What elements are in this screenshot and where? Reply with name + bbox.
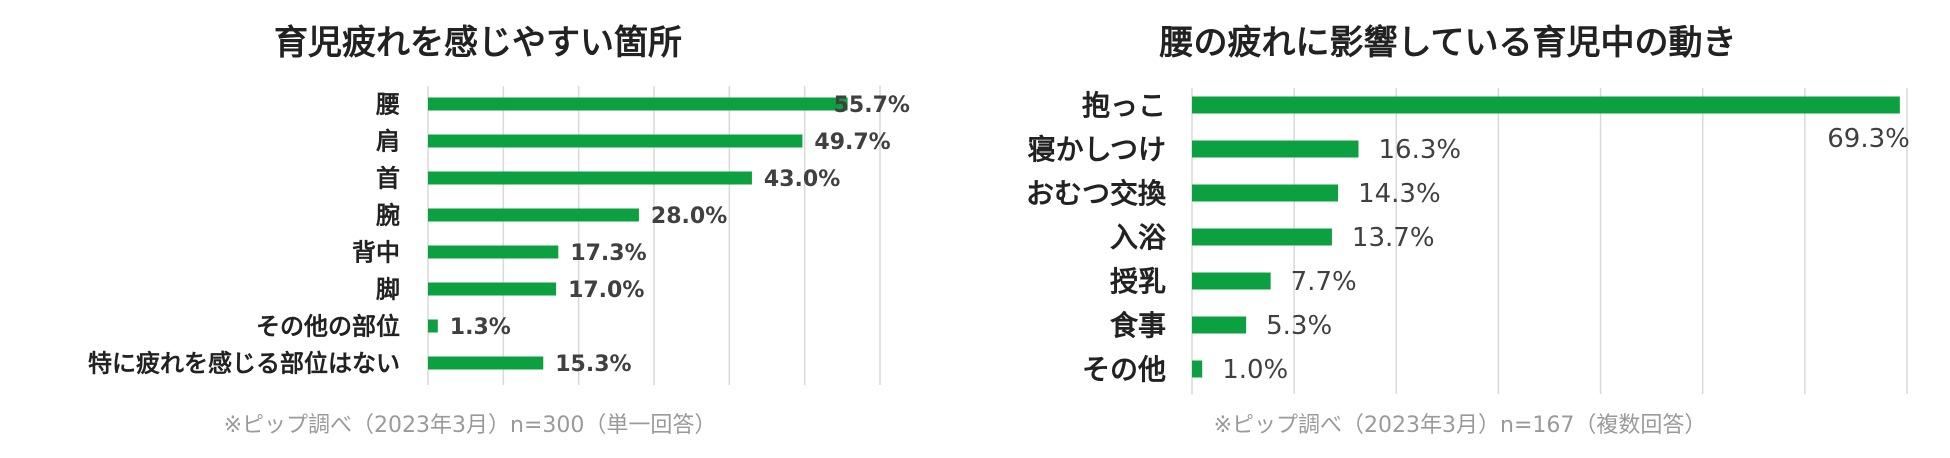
source-note: ※ピップ調べ（2023年3月）n=300（単一回答） — [224, 413, 717, 438]
category-label: 寝かしつけ — [1028, 133, 1166, 166]
category-label: おむつ交換 — [1026, 177, 1167, 210]
category-label: 抱っこ — [1082, 89, 1166, 122]
data-label: 49.7% — [814, 130, 890, 155]
bar — [428, 319, 438, 333]
data-label: 5.3% — [1266, 311, 1332, 341]
category-label: 授乳 — [1110, 265, 1166, 298]
category-label: 肩 — [376, 128, 400, 156]
bar — [428, 356, 544, 370]
bar — [1192, 140, 1359, 158]
category-label: 食事 — [1110, 309, 1166, 342]
bar — [1192, 228, 1332, 246]
category-label: 特に疲れを感じる部位はない — [88, 350, 400, 378]
bar — [1192, 272, 1271, 290]
category-label: 脚 — [376, 276, 400, 304]
bar — [428, 245, 559, 259]
data-label: 43.0% — [764, 167, 840, 192]
data-label: 14.3% — [1358, 179, 1441, 209]
category-label: その他の部位 — [256, 313, 400, 341]
data-label: 69.3% — [1827, 124, 1910, 154]
category-label: 背中 — [352, 239, 400, 267]
data-label: 16.3% — [1378, 135, 1461, 165]
bars: 抱っこ 69.3% 寝かしつけ 16.3% おむつ交換 14.3% 入浴 13.7% 授乳 7.7… — [1026, 89, 1910, 386]
bar — [428, 171, 752, 185]
chart-title: 育児疲れを感じやすい箇所 — [274, 23, 682, 63]
data-label: 28.0% — [651, 204, 727, 229]
bar — [1192, 360, 1203, 378]
chart-title: 腰の疲れに影響している育児中の動き — [1160, 23, 1737, 63]
bar — [1192, 96, 1900, 114]
category-label: その他 — [1082, 353, 1166, 386]
source-note: ※ピップ調べ（2023年3月）n=167（複数回答） — [1214, 413, 1707, 438]
bars: 腰 55.7% 肩 49.7% 首 43.0% 腕 28.0% 背中 17.3% 脚 17.0% その他… — [88, 91, 910, 378]
bar — [428, 282, 557, 296]
data-label: 17.0% — [568, 278, 644, 303]
data-label: 7.7% — [1291, 267, 1357, 297]
bar — [1192, 184, 1339, 202]
data-label: 1.3% — [450, 315, 511, 340]
category-label: 入浴 — [1110, 221, 1167, 254]
gridlines — [427, 86, 881, 385]
data-label: 15.3% — [555, 352, 631, 377]
category-label: 腰 — [375, 91, 400, 119]
chart-body-locations: 育児疲れを感じやすい箇所 腰 55.7% 肩 49.7% 首 43.0% 腕 28.0% 背中 1… — [88, 23, 910, 438]
data-label: 17.3% — [570, 241, 646, 266]
data-label: 13.7% — [1352, 223, 1435, 253]
bar — [1192, 316, 1247, 334]
bar — [428, 97, 848, 111]
bar — [428, 208, 639, 222]
data-label: 55.7% — [834, 93, 910, 118]
category-label: 首 — [376, 165, 400, 193]
data-label: 1.0% — [1222, 355, 1288, 385]
category-label: 腕 — [375, 202, 400, 230]
bar — [428, 134, 803, 148]
chart-back-motions: 腰の疲れに影響している育児中の動き 抱っこ 69.3% 寝かしつけ 16.3% おむつ交… — [1026, 23, 1910, 438]
